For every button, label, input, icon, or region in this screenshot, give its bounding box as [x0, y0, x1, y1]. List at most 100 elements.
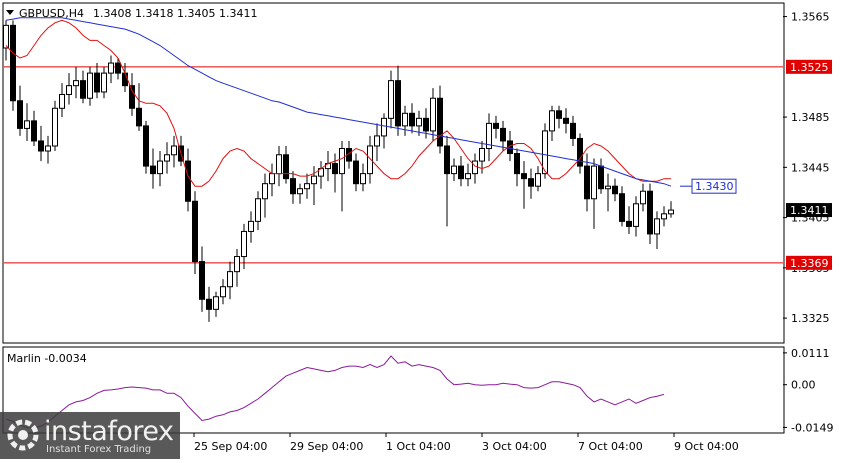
- candle: [220, 279, 226, 305]
- candle: [521, 161, 527, 209]
- time-tick-label: 25 Sep 04:00: [194, 440, 267, 453]
- candle: [234, 249, 240, 287]
- candle: [206, 286, 212, 322]
- candle: [584, 153, 590, 212]
- candle: [654, 211, 660, 250]
- candle: [353, 153, 359, 192]
- candle: [542, 123, 548, 179]
- chart-menu-triangle-icon[interactable]: [6, 10, 14, 15]
- candle: [290, 171, 296, 204]
- level-price-tag-text: 1.3369: [790, 257, 829, 270]
- candle: [150, 148, 156, 189]
- indicator-tick-label: -0.0149: [791, 421, 833, 434]
- candle: [647, 183, 653, 244]
- candle: [80, 70, 86, 104]
- indicator-label: Marlin -0.0034: [7, 352, 87, 365]
- candle: [213, 291, 219, 317]
- candle: [395, 65, 401, 136]
- current-price-tag: [786, 203, 832, 218]
- candle: [248, 211, 254, 243]
- candle: [374, 123, 380, 162]
- moving-average-line-0: [5, 19, 671, 187]
- candle: [297, 183, 303, 204]
- brand-logo: instaforex Instant Forex Trading: [0, 412, 180, 459]
- price-tick-label: 1.3565: [791, 11, 830, 24]
- candle: [605, 173, 611, 212]
- candle: [612, 178, 618, 202]
- marlin-line: [5, 355, 665, 429]
- horizontal-lines-layer: [4, 66, 783, 264]
- candle: [24, 103, 30, 141]
- candle: [619, 186, 625, 227]
- candle: [514, 148, 520, 187]
- ma-value-tag: [691, 178, 737, 194]
- candle: [129, 73, 135, 116]
- candle: [311, 166, 317, 206]
- candle: [241, 223, 247, 270]
- candle: [255, 191, 261, 231]
- candle: [143, 120, 149, 174]
- current-price-tag-text: 1.3411: [790, 204, 829, 217]
- candle: [262, 173, 268, 218]
- candle: [185, 148, 191, 212]
- candle: [409, 103, 415, 134]
- indicator-tick-label: 0.0111: [791, 347, 830, 360]
- time-tick-label: 7 Oct 04:00: [578, 440, 643, 453]
- symbol-label: GBPUSD,H4: [19, 7, 84, 20]
- candle: [367, 135, 373, 184]
- moving-average-line-1: [5, 17, 672, 187]
- candle: [381, 113, 387, 149]
- candle: [360, 163, 366, 192]
- candle: [87, 66, 93, 106]
- candle: [668, 201, 674, 218]
- price-tick-label: 1.3325: [791, 312, 830, 325]
- price-labels-layer: 1.3525 1.3369 1.3430 1.3411: [680, 59, 832, 270]
- candles-layer: [3, 20, 674, 322]
- candle: [332, 153, 338, 193]
- candle: [500, 120, 506, 152]
- instaforex-ring-icon: [7, 419, 39, 451]
- candle: [157, 151, 163, 187]
- level-price-tag-text: 1.3525: [790, 61, 829, 74]
- candle: [136, 83, 142, 131]
- candle: [10, 20, 16, 111]
- candle: [437, 85, 443, 154]
- candle: [633, 196, 639, 237]
- candle: [164, 142, 170, 174]
- candle: [31, 110, 37, 146]
- candle: [227, 261, 233, 300]
- candle: [192, 191, 198, 275]
- price-tick-label: 1.3445: [791, 161, 830, 174]
- candle: [73, 66, 79, 99]
- moving-averages-layer: [5, 17, 672, 187]
- candle: [535, 166, 541, 192]
- candle: [199, 246, 205, 312]
- candle: [171, 135, 177, 168]
- candle: [304, 173, 310, 199]
- candle: [556, 105, 562, 129]
- price-pane-frame: [2, 2, 785, 344]
- candle: [577, 133, 583, 174]
- indicator-axis: 0.0111 0.00 -0.0149: [783, 347, 833, 434]
- candle: [626, 206, 632, 234]
- candle: [59, 83, 65, 118]
- candle: [3, 20, 9, 61]
- candle: [661, 206, 667, 227]
- candle: [465, 163, 471, 187]
- level-price-tag: [786, 59, 832, 74]
- marlin-oscillator-layer: [5, 355, 665, 429]
- brand-name: instaforex: [44, 416, 174, 447]
- time-tick-label: 1 Oct 04:00: [386, 440, 451, 453]
- candle: [640, 183, 646, 212]
- candle: [402, 105, 408, 136]
- candle: [94, 63, 100, 99]
- candle: [388, 70, 394, 129]
- candle: [528, 168, 534, 199]
- candle: [451, 158, 457, 182]
- candle: [108, 55, 114, 84]
- candle: [486, 113, 492, 162]
- candle: [66, 73, 72, 105]
- level-price-tag: [786, 255, 832, 270]
